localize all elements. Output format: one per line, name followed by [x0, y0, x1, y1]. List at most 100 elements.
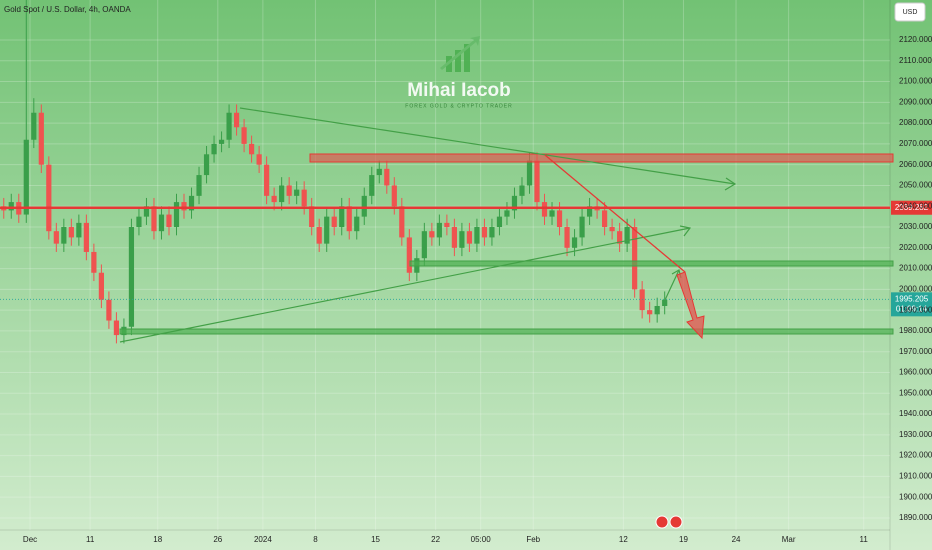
- y-tick-label: 2050.000: [899, 181, 932, 190]
- candle-body: [609, 227, 615, 232]
- candle-body: [639, 289, 645, 311]
- candle-body: [53, 231, 59, 244]
- candle-body: [203, 154, 210, 176]
- currency-button[interactable]: [894, 2, 926, 22]
- candle-body: [211, 143, 217, 155]
- candle-body: [384, 168, 390, 186]
- candle-body: [151, 206, 157, 232]
- candle-body: [324, 216, 330, 244]
- logo-bar: [464, 44, 470, 72]
- candle-body: [361, 195, 367, 217]
- candle-body: [143, 206, 150, 217]
- candle-body: [399, 206, 405, 238]
- candle-body: [466, 231, 473, 244]
- y-tick-label: 1900.000: [899, 492, 932, 501]
- candle-body: [271, 195, 277, 203]
- event-icon[interactable]: [655, 515, 669, 529]
- resistance-zone: [309, 153, 894, 163]
- candle-body: [233, 112, 240, 128]
- x-tick-label: Dec: [23, 535, 37, 544]
- trend-line: [119, 227, 691, 343]
- x-tick-label: 12: [619, 535, 628, 544]
- candle-body: [309, 206, 315, 228]
- trend-line: [544, 154, 686, 273]
- candle-body: [421, 231, 427, 259]
- x-tick-label: 18: [153, 535, 162, 544]
- candle-body: [31, 112, 37, 140]
- x-tick-label: 11: [86, 535, 95, 544]
- y-tick-label: 1920.000: [899, 451, 932, 460]
- y-tick-label: 1930.000: [899, 430, 932, 439]
- y-tick-label: 2090.000: [899, 97, 932, 106]
- candle-body: [98, 272, 104, 300]
- candle-body: [647, 310, 653, 315]
- y-tick-label: 1950.000: [899, 388, 932, 397]
- candle-body: [113, 320, 120, 336]
- trend-line: [239, 107, 736, 185]
- candle-body: [23, 139, 29, 215]
- candle-body: [264, 164, 270, 196]
- y-tick-label: 2060.000: [899, 160, 932, 169]
- y-tick-label: 2040.000: [899, 201, 932, 210]
- candle-body: [339, 206, 345, 228]
- candle-body: [549, 210, 555, 217]
- x-tick-label: 2024: [254, 535, 272, 544]
- candle-body: [226, 112, 232, 140]
- candle-body: [406, 237, 412, 273]
- x-tick-label: 15: [371, 535, 380, 544]
- y-tick-label: 1890.000: [899, 513, 932, 522]
- candles: [1, 0, 668, 344]
- candle-body: [83, 222, 89, 252]
- y-tick-label: 2010.000: [899, 264, 932, 273]
- candle-body: [8, 202, 14, 211]
- candle-body: [436, 222, 442, 238]
- candle-body: [601, 210, 608, 228]
- x-tick-label: 05:00: [471, 535, 492, 544]
- logo-name: Mihai Iacob: [407, 80, 510, 101]
- candle-body: [564, 227, 570, 248]
- candle-body: [354, 216, 360, 232]
- candle-body: [256, 154, 262, 165]
- candle-body: [38, 112, 44, 165]
- price-tag: [891, 292, 932, 317]
- candle-body: [391, 185, 397, 207]
- y-tick-label: 2120.000: [899, 35, 932, 44]
- candle-body: [61, 227, 67, 244]
- countdown-label: 01:09:14: [896, 304, 928, 313]
- candle-body: [481, 227, 488, 238]
- candle-body: [586, 206, 593, 217]
- candle-body: [451, 227, 457, 248]
- candle-body: [68, 227, 74, 238]
- event-icon[interactable]: [669, 515, 683, 529]
- price-tag-label: 1995.205: [895, 294, 929, 303]
- candle-body: [511, 195, 518, 211]
- candle-body: [579, 216, 585, 238]
- candle-body: [294, 189, 300, 196]
- candle-body: [429, 231, 435, 238]
- y-tick-label: 1910.000: [899, 471, 932, 480]
- x-tick-label: 8: [313, 535, 318, 544]
- x-tick-label: Mar: [782, 535, 796, 544]
- candle-body: [181, 202, 187, 211]
- y-tick-label: 1980.000: [899, 326, 932, 335]
- y-tick-label: 1990.000: [899, 305, 932, 314]
- candle-body: [249, 143, 255, 155]
- candle-body: [519, 185, 525, 196]
- y-tick-label: 2110.000: [899, 56, 932, 65]
- arrow-head: [679, 225, 692, 237]
- candle-body: [331, 216, 337, 228]
- candle-body: [158, 214, 165, 232]
- candle-body: [489, 227, 495, 238]
- candle-body: [76, 222, 82, 238]
- candle-body: [301, 189, 307, 207]
- candle-body: [534, 160, 540, 203]
- candle-body: [241, 127, 247, 144]
- candle-body: [376, 168, 382, 176]
- candle-body: [624, 227, 630, 244]
- candle-body: [369, 175, 375, 196]
- x-tick-label: 11: [860, 535, 869, 544]
- candle-body: [504, 210, 510, 217]
- candle-body: [556, 210, 563, 228]
